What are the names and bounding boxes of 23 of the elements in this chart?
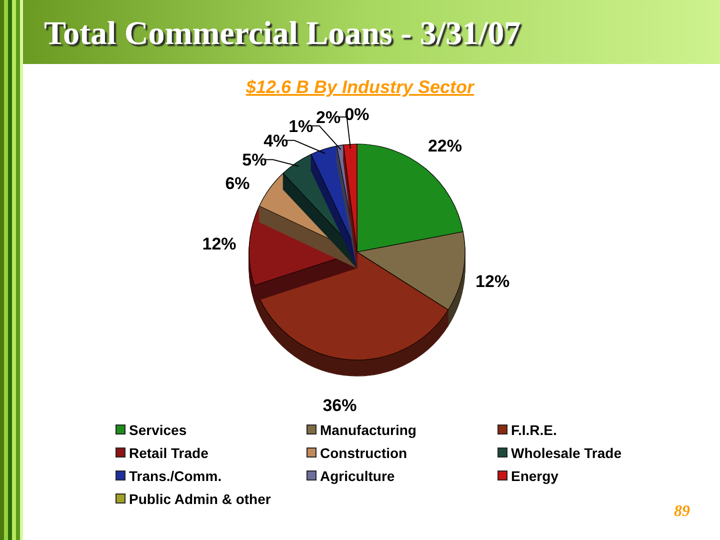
chart-subtitle: $12.6 B By Industry Sector (244, 77, 476, 97)
data-label: 12% (476, 271, 510, 290)
data-label: 1% (288, 116, 314, 136)
text: 89 (674, 503, 690, 520)
data-label: 12% (202, 234, 236, 253)
legend-label: Energy (511, 468, 559, 484)
legend-label: Construction (320, 445, 408, 461)
data-label: 4% (264, 130, 288, 150)
legend-label: Retail Trade (129, 445, 209, 461)
data-label: 2% (316, 108, 341, 127)
data-label: 5% (242, 150, 267, 170)
text: 0% (344, 104, 370, 124)
data-label: 36% (322, 395, 357, 414)
legend-label: F.I.R.E. (511, 422, 557, 438)
data-label: 22% (428, 136, 462, 156)
legend-label: Trans./Comm. (129, 468, 222, 484)
chart-title: Total Commercial Loans - 3/31/07 (44, 16, 521, 52)
legend-label: Wholesale Trade (511, 445, 622, 461)
legend-label: Services (129, 422, 187, 438)
legend-label: Agriculture (320, 468, 395, 484)
data-label: 6% (225, 174, 250, 192)
legend-label: Public Admin & other (129, 491, 272, 507)
legend-label: Manufacturing (320, 422, 416, 438)
